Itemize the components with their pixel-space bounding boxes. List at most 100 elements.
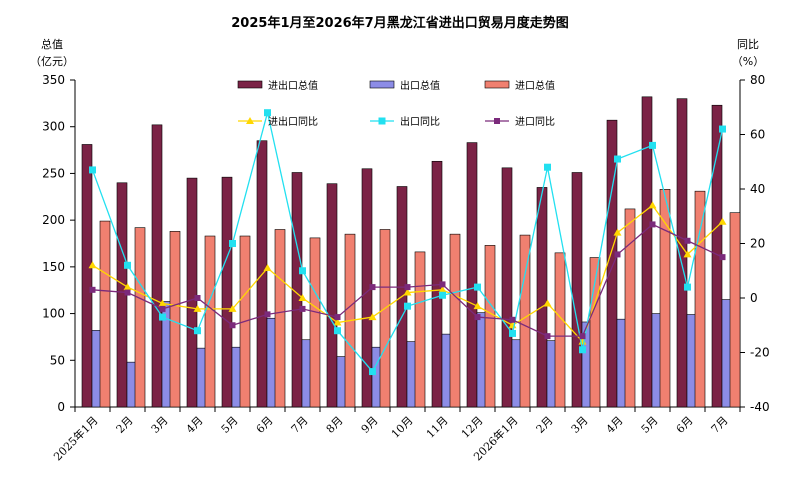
total-yoy-point <box>263 264 272 272</box>
legend-swatch <box>484 80 510 89</box>
legend-label: 进出口总值 <box>268 79 318 92</box>
export-yoy-point <box>404 302 411 310</box>
import-bar <box>624 208 636 408</box>
legend-label: 进出口同比 <box>268 115 318 128</box>
total-bar <box>81 144 93 408</box>
import-yoy-point <box>124 289 131 296</box>
total-bar <box>186 177 198 408</box>
legend-label: 进口总值 <box>515 79 555 92</box>
total-yoy-point <box>403 288 412 296</box>
left-tick-label: 350 <box>42 73 65 87</box>
x-category-label: 5月 <box>639 414 661 436</box>
import-bar <box>519 234 531 408</box>
export-yoy-point <box>544 163 551 171</box>
total-bar <box>221 176 233 408</box>
legend-export-yoy: 出口同比 <box>370 115 440 128</box>
import-yoy-point <box>579 333 586 340</box>
legend-export-bar: 出口总值 <box>369 79 440 92</box>
chart-title: 2025年1月至2026年7月黑龙江省进出口贸易月度走势图 <box>231 15 568 31</box>
import-yoy-point <box>229 322 236 329</box>
x-category-label: 10月 <box>389 414 416 441</box>
export-yoy-point <box>509 329 516 337</box>
legend-swatch <box>237 80 263 89</box>
x-category-label: 2月 <box>534 414 556 436</box>
total-yoy-point <box>613 228 622 236</box>
import-bar <box>589 257 601 408</box>
import-bar <box>554 252 566 408</box>
left-tick-label: 300 <box>42 120 65 134</box>
right-tick-label: 40 <box>750 182 765 196</box>
x-category-label: 3月 <box>149 414 171 436</box>
x-category-label: 8月 <box>324 414 346 436</box>
total-bar <box>571 172 583 408</box>
import-yoy-point <box>404 284 411 291</box>
export-yoy-point <box>159 313 166 321</box>
import-yoy-point <box>264 311 271 318</box>
import-bar <box>169 231 181 408</box>
legend-import-yoy: 进口同比 <box>485 116 555 128</box>
total-yoy-point <box>228 304 237 312</box>
total-yoy-point <box>473 302 482 310</box>
import-yoy-point <box>474 314 481 321</box>
export-yoy-point <box>439 291 446 299</box>
right-tick-label: 60 <box>750 128 765 142</box>
export-yoy-point <box>264 109 271 117</box>
export-yoy-point <box>369 368 376 376</box>
total-bar <box>641 96 653 408</box>
legend-total-yoy: 进出口同比 <box>238 115 318 128</box>
import-yoy-point <box>334 314 341 321</box>
x-category-label: 2月 <box>114 414 136 436</box>
x-category-label: 4月 <box>184 414 206 436</box>
export-yoy-point <box>334 327 341 335</box>
total-yoy-point <box>193 304 202 312</box>
total-bar <box>501 167 513 408</box>
left-tick-label: 100 <box>42 307 65 321</box>
export-yoy-point <box>649 141 656 149</box>
export-yoy-point <box>229 240 236 247</box>
x-category-label: 11月 <box>424 414 451 441</box>
left-tick-label: 0 <box>57 400 65 414</box>
total-yoy-point <box>438 285 447 293</box>
legend-total-bar: 进出口总值 <box>237 79 318 92</box>
import-bar <box>379 229 391 408</box>
import-bar <box>449 233 461 408</box>
import-yoy-point <box>89 286 96 293</box>
right-tick-label: 80 <box>750 73 765 87</box>
export-yoy-point <box>194 327 201 335</box>
import-yoy-point <box>439 281 446 288</box>
import-bar <box>694 190 706 408</box>
left-tick-label: 50 <box>50 353 65 367</box>
x-category-label: 5月 <box>219 414 241 436</box>
import-yoy-point <box>719 254 726 261</box>
legend-swatch <box>369 80 395 89</box>
total-yoy-point <box>543 299 552 307</box>
import-yoy-point <box>194 295 201 301</box>
import-bar <box>729 212 741 408</box>
total-bar <box>606 119 618 408</box>
total-yoy-point <box>158 299 167 307</box>
import-yoy-point <box>684 237 691 244</box>
legend-marker <box>246 117 254 124</box>
total-bar <box>536 187 548 408</box>
x-category-label: 2025年1月 <box>50 413 100 463</box>
left-axis-label-2: （亿元） <box>30 55 74 68</box>
total-yoy-point <box>123 283 132 291</box>
import-yoy-point <box>299 305 306 312</box>
import-bar <box>659 189 671 408</box>
plot-area: 0 50 100 150 200 250 300 350 -40 -20 0 20 40 60 80 2025… <box>42 73 770 463</box>
legend-label: 出口同比 <box>400 115 440 128</box>
x-category-label: 12月 <box>459 414 486 441</box>
total-bar <box>151 124 163 408</box>
total-bar <box>466 142 478 408</box>
import-bar <box>484 245 496 408</box>
import-bar <box>309 237 321 408</box>
export-yoy-point <box>684 283 691 291</box>
legend-import-bar: 进口总值 <box>484 79 555 92</box>
import-yoy-point <box>159 305 166 312</box>
import-bar <box>134 227 146 408</box>
x-category-label: 4月 <box>604 414 626 436</box>
legend-marker <box>378 117 386 125</box>
import-yoy-point <box>509 316 516 323</box>
